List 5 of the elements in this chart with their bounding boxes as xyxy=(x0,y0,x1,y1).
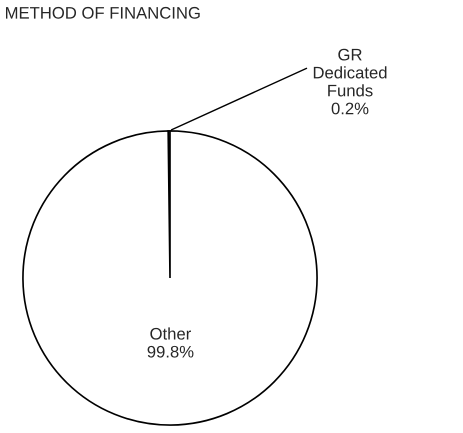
chart-title: METHOD OF FINANCING xyxy=(6,6,200,19)
data-label: 0.2% xyxy=(332,102,368,114)
data-label: 99.8% xyxy=(148,346,194,358)
slice-label: GR Dedicated Funds xyxy=(314,48,386,96)
slice-label: Other xyxy=(150,327,191,340)
